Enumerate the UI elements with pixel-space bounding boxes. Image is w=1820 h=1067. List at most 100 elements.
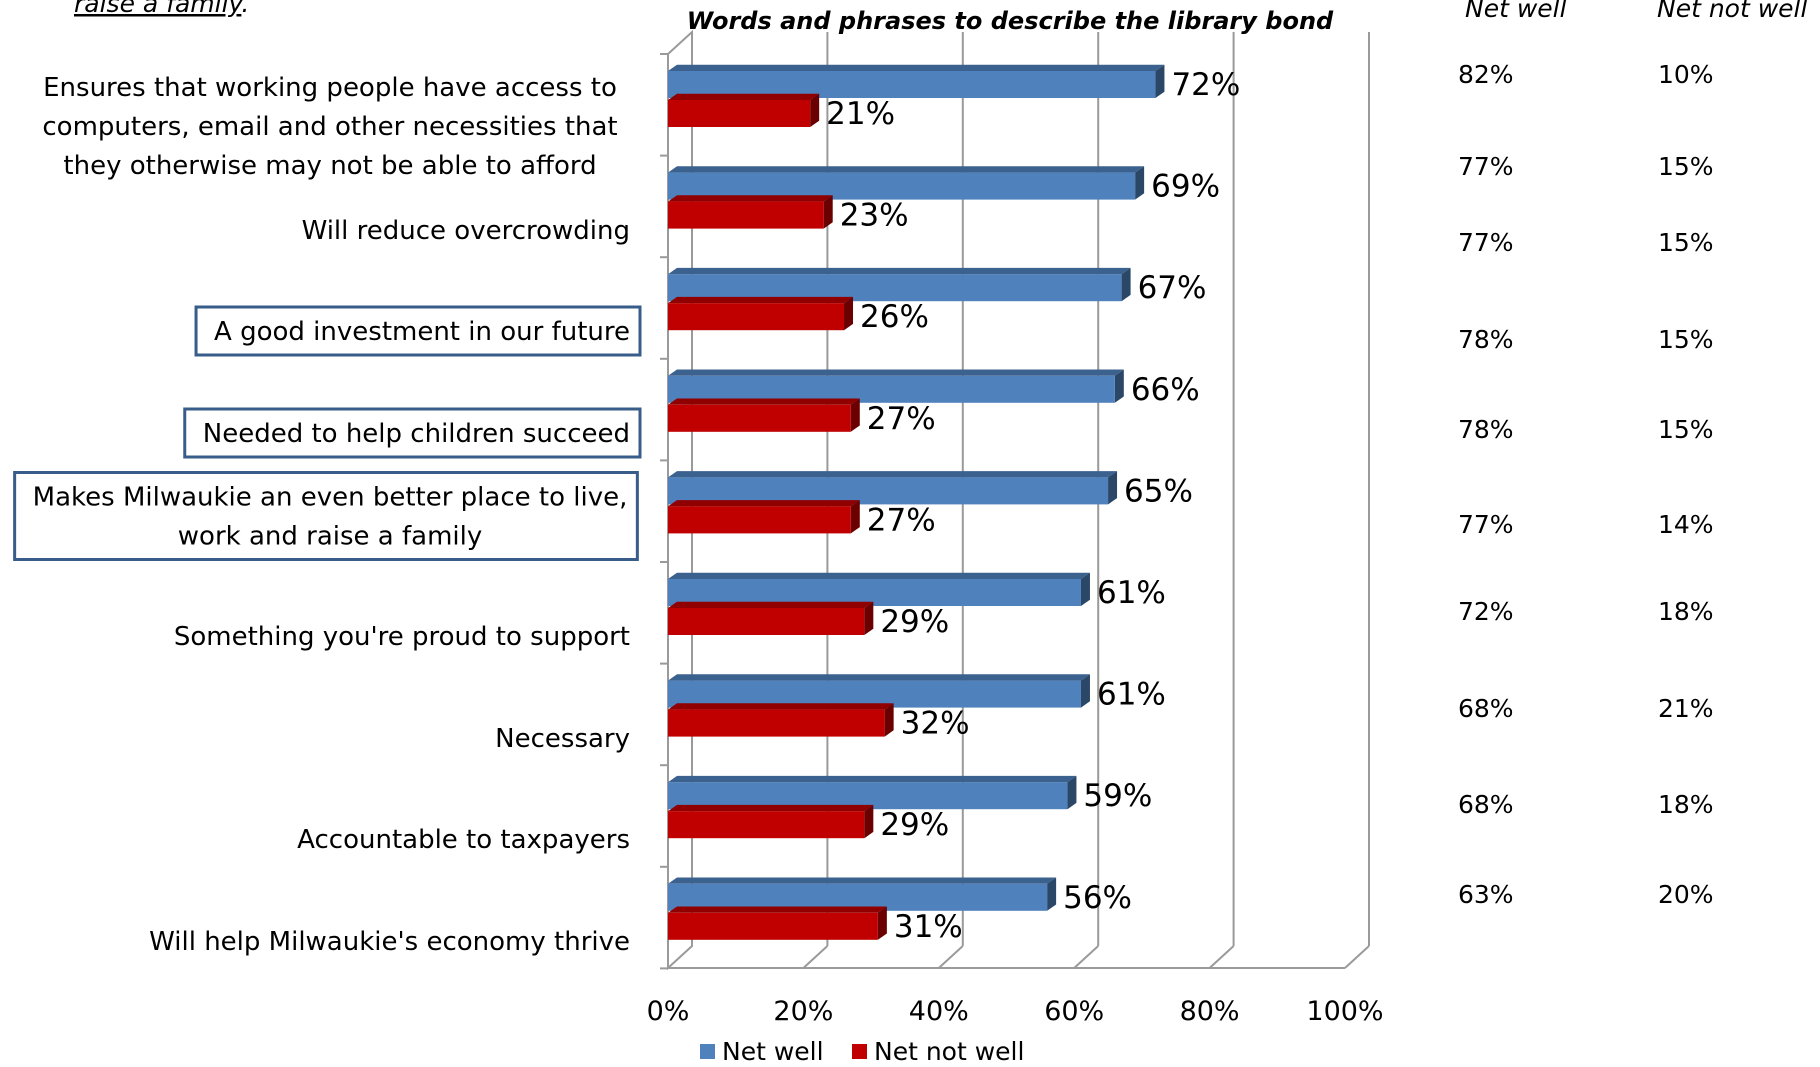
- data-label-net-not-well: 27%: [867, 401, 936, 437]
- x-tick-label: 20%: [773, 996, 833, 1027]
- table-value-net-not-well: 18%: [1658, 597, 1714, 626]
- bar-side-face: [1114, 369, 1124, 403]
- category-label: Makes Milwaukie an even better place to …: [13, 471, 639, 561]
- bar-top-face: [668, 674, 1090, 681]
- bar-front-face: [668, 579, 1081, 606]
- legend-swatch: [852, 1044, 867, 1059]
- bar-front-face: [668, 709, 885, 737]
- bar-net-well: [668, 166, 1145, 200]
- data-label-net-not-well: 21%: [826, 96, 895, 132]
- bar-side-face: [1108, 471, 1118, 505]
- header-net-well: Net well: [1465, 0, 1567, 23]
- bar-net-well: [668, 775, 1077, 810]
- bar-net-not-well: [668, 195, 833, 229]
- bar-front-face: [668, 811, 865, 839]
- bar-front-face: [668, 608, 865, 635]
- category-label-line: Needed to help children succeed: [203, 419, 630, 449]
- data-label-net-not-well: 23%: [840, 198, 909, 234]
- bar-top-face: [668, 398, 860, 405]
- bar-side-face: [877, 906, 887, 940]
- chart-title: Words and phrases to describe the librar…: [687, 7, 1334, 35]
- bar-front-face: [668, 274, 1122, 302]
- table-value-net-well: 72%: [1458, 597, 1514, 626]
- table-value-net-well: 77%: [1458, 152, 1514, 181]
- table-value-net-well: 78%: [1458, 325, 1514, 354]
- category-label-line: they otherwise may not be able to afford: [63, 151, 596, 181]
- bar-net-well: [668, 572, 1090, 606]
- category-label: Will help Milwaukie's economy thrive: [149, 927, 630, 957]
- bar-side-face: [864, 804, 874, 839]
- gridline-floor: [1073, 945, 1099, 969]
- category-label-line: Accountable to taxpayers: [297, 825, 630, 855]
- chart-back-wall: [660, 29, 1345, 971]
- highlight-box: [183, 407, 642, 459]
- bar-side-face: [1135, 166, 1145, 200]
- table-value-net-well: 82%: [1458, 60, 1514, 89]
- bar-net-well: [668, 674, 1090, 708]
- category-label: Will reduce overcrowding: [302, 216, 630, 246]
- bar-net-not-well: [668, 500, 860, 534]
- bar-net-not-well: [668, 93, 820, 127]
- data-label-net-well: 56%: [1063, 880, 1132, 916]
- table-value-net-not-well: 21%: [1658, 694, 1714, 723]
- bar-top-face: [668, 906, 887, 913]
- table-value-net-well: 77%: [1458, 228, 1514, 257]
- data-label-net-well: 61%: [1097, 677, 1166, 713]
- category-label-line: A good investment in our future: [214, 317, 630, 347]
- bar-net-not-well: [668, 703, 894, 737]
- data-label-net-not-well: 27%: [867, 502, 936, 538]
- bar-net-well: [668, 267, 1131, 302]
- bar-front-face: [668, 303, 845, 331]
- header: Words and phrases to describe the librar…: [74, 0, 1807, 35]
- comparison-table: 82% 10% 77% 15% 77% 15% 78% 15% 78% 15% 77% 14% 72% 1…: [1458, 60, 1714, 909]
- bar-side-face: [884, 703, 894, 737]
- bar-top-face: [668, 500, 860, 507]
- bar-front-face: [668, 71, 1156, 98]
- category-label-line: Something you're proud to support: [174, 622, 630, 652]
- data-label-net-not-well: 32%: [901, 706, 970, 742]
- x-tick-label: 60%: [1044, 996, 1104, 1027]
- gridline-floor: [938, 945, 964, 969]
- table-value-net-not-well: 15%: [1658, 228, 1714, 257]
- bar-front-face: [668, 100, 811, 127]
- bar-side-face: [1067, 775, 1077, 810]
- bar-front-face: [668, 912, 878, 940]
- category-label-line: Necessary: [495, 724, 630, 754]
- category-labels: Ensures that working people have access …: [13, 73, 642, 957]
- bar-front-face: [668, 375, 1115, 403]
- bar-side-face: [1155, 64, 1165, 98]
- data-label-net-well: 72%: [1171, 67, 1240, 103]
- table-value-net-not-well: 20%: [1658, 880, 1714, 909]
- bar-side-face: [1047, 877, 1057, 911]
- bar-top-face: [668, 775, 1077, 783]
- highlight-box: [13, 471, 639, 561]
- category-label: Ensures that working people have access …: [42, 73, 617, 181]
- x-tick-label: 40%: [909, 996, 969, 1027]
- bar-side-face: [823, 195, 833, 229]
- legend-label: Net well: [722, 1037, 824, 1063]
- bar-side-face: [850, 398, 860, 432]
- table-value-net-not-well: 15%: [1658, 415, 1714, 444]
- bar-top-face: [668, 93, 820, 100]
- gridline-floor: [802, 945, 829, 969]
- data-label-net-well: 69%: [1151, 169, 1220, 205]
- data-label-net-not-well: 29%: [880, 807, 949, 843]
- category-label-line: Will reduce overcrowding: [302, 216, 630, 246]
- data-label-net-well: 65%: [1124, 473, 1193, 509]
- bar-front-face: [668, 201, 824, 229]
- bar-top-face: [668, 64, 1165, 71]
- bar-side-face: [1121, 267, 1131, 302]
- category-label-line: Will help Milwaukie's economy thrive: [149, 927, 630, 957]
- bar-front-face: [668, 172, 1136, 200]
- table-value-net-not-well: 18%: [1658, 790, 1714, 819]
- table-value-net-well: 68%: [1458, 694, 1514, 723]
- bar-top-face: [668, 877, 1057, 884]
- bar-front-face: [668, 506, 851, 534]
- bar-net-well: [668, 369, 1124, 403]
- x-axis-tick-labels: 0% 20% 40% 60% 80% 100%: [647, 996, 1384, 1027]
- bar-net-not-well: [668, 398, 860, 432]
- data-label-net-well: 67%: [1138, 270, 1207, 306]
- bars: [668, 64, 1165, 940]
- category-label: Necessary: [495, 724, 630, 754]
